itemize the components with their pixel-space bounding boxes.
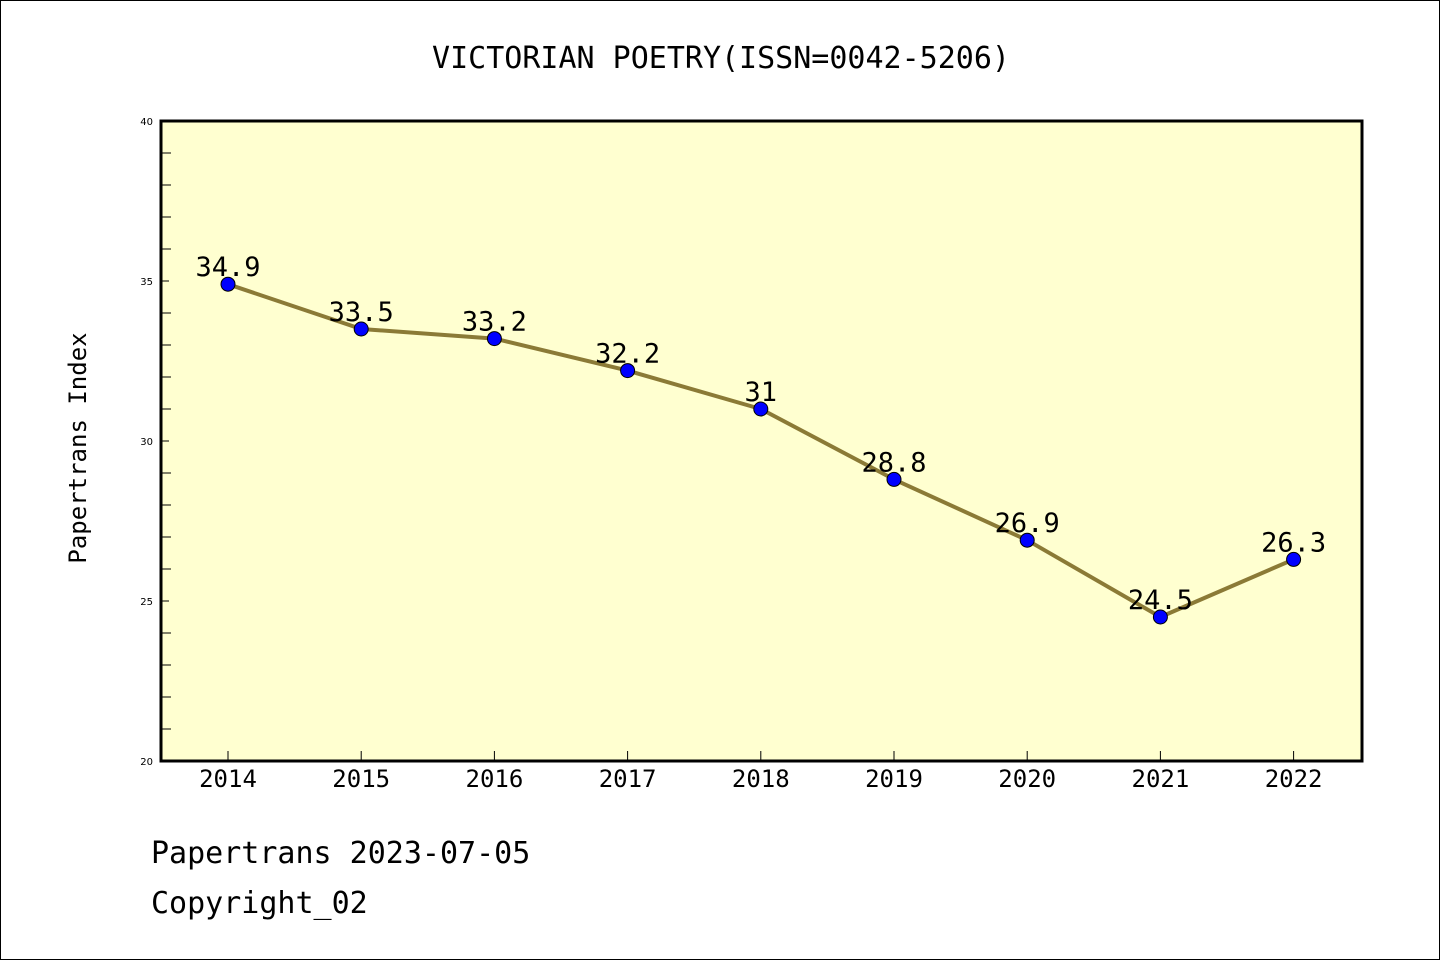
data-label: 32.2 (595, 339, 660, 370)
data-point (1019, 532, 1035, 548)
data-label: 33.5 (329, 297, 394, 328)
footer-copyright-text: Copyright_02 (151, 886, 368, 921)
x-tick-label: 2017 (599, 765, 657, 793)
data-label: 31 (745, 377, 778, 408)
x-axis: 2014 2015 2016 2017 2018 2019 2020 2021 2022 (199, 751, 1322, 793)
data-label: 33.2 (462, 307, 527, 338)
x-tick-label: 2021 (1132, 765, 1190, 793)
chart-title: VICTORIAN POETRY(ISSN=0042-5206) (432, 41, 1010, 76)
data-label: 28.8 (861, 447, 926, 478)
y-tick-label: 25 (140, 597, 153, 608)
data-label: 24.5 (1128, 585, 1193, 616)
x-tick-label: 2015 (332, 765, 390, 793)
plot-area (159, 119, 1364, 763)
x-tick-label: 2022 (1265, 765, 1323, 793)
y-axis-label: Papertrans Index (64, 332, 92, 563)
x-tick-label: 2018 (732, 765, 790, 793)
y-tick-label: 35 (140, 277, 153, 288)
x-tick-label: 2016 (466, 765, 524, 793)
x-tick-label: 2020 (998, 765, 1056, 793)
x-tick-label: 2019 (865, 765, 923, 793)
data-point (220, 276, 236, 292)
y-tick-label: 40 (140, 117, 153, 128)
data-point (1152, 609, 1168, 625)
series-group: 34.9 33.5 33.2 32.2 31 28.8 26.9 24.5 26.3 (195, 252, 1326, 625)
data-point (620, 363, 636, 379)
data-label: 26.3 (1261, 527, 1326, 558)
data-point (1286, 551, 1302, 567)
data-point (753, 401, 769, 417)
y-axis: 20 25 30 35 40 (140, 117, 171, 768)
data-label: 26.9 (995, 508, 1060, 539)
data-point (486, 331, 502, 347)
y-tick-label: 30 (140, 437, 153, 448)
data-point (886, 471, 902, 487)
y-tick-label: 20 (140, 757, 153, 768)
x-tick-label: 2014 (199, 765, 257, 793)
data-point (353, 321, 369, 337)
data-label: 34.9 (195, 252, 260, 283)
footer-date-text: Papertrans 2023-07-05 (151, 836, 531, 871)
